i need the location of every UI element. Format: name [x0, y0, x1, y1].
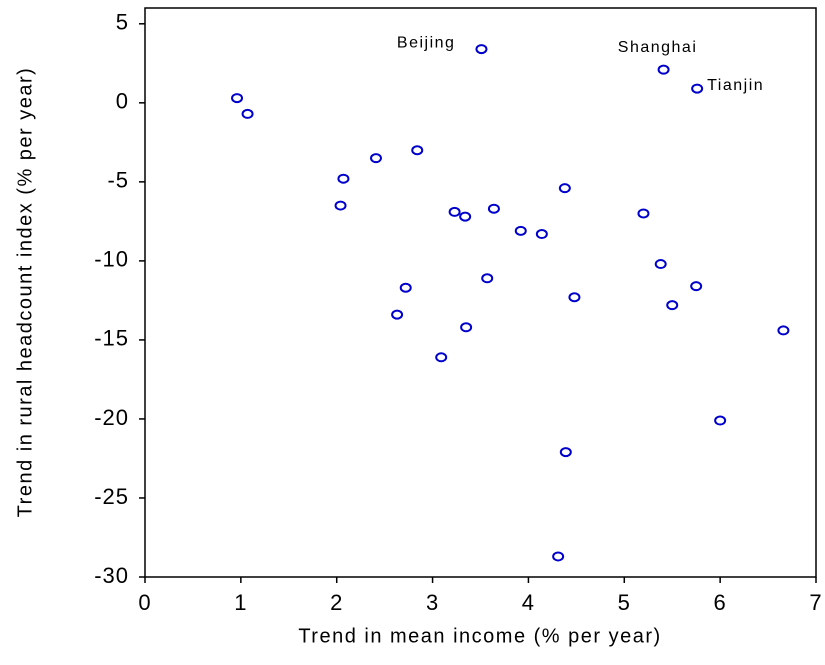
point: [714, 415, 727, 426]
point: [568, 292, 581, 303]
x-tick-label: 4: [522, 590, 535, 615]
point: [241, 108, 254, 119]
point: [391, 309, 404, 320]
point: [459, 211, 472, 222]
point: [411, 145, 424, 156]
x-tick-label: 1: [234, 590, 247, 615]
point: [535, 229, 548, 240]
point: [559, 447, 572, 458]
x-tick-label: 7: [809, 590, 822, 615]
x-axis-title: Trend in mean income (% per year): [298, 625, 661, 647]
point: [690, 281, 703, 292]
point-label: Beijing: [397, 34, 456, 51]
point: [481, 273, 494, 284]
y-tick-label: -15: [94, 326, 129, 351]
x-tick-label: 3: [426, 590, 439, 615]
point: [637, 208, 650, 219]
x-tick-label: 2: [330, 590, 343, 615]
point: [448, 206, 461, 217]
x-tick-label: 6: [714, 590, 727, 615]
point: [337, 173, 350, 184]
point: [657, 64, 670, 75]
y-tick-label: -5: [107, 168, 129, 193]
point-label: Shanghai: [618, 39, 698, 56]
x-tick-label: 5: [618, 590, 631, 615]
point: [399, 282, 412, 293]
point-label: Tianjin: [707, 77, 764, 94]
y-tick-label: -25: [94, 484, 129, 509]
point: [654, 259, 667, 270]
x-tick-label: 0: [138, 590, 151, 615]
y-tick-label: -10: [94, 247, 129, 272]
point: [231, 93, 244, 104]
point: [370, 153, 383, 164]
point: [435, 352, 448, 363]
point: [460, 322, 473, 333]
point: [558, 183, 571, 194]
y-tick-label: 5: [116, 10, 129, 35]
point: [475, 44, 488, 55]
point: [334, 200, 347, 211]
y-tick-label: -30: [94, 563, 129, 588]
point: [777, 325, 790, 336]
point: [487, 203, 500, 214]
point: [514, 225, 527, 236]
point: [552, 551, 565, 562]
y-tick-label: -20: [94, 405, 129, 430]
point: [691, 83, 704, 94]
plot-frame: [144, 7, 817, 578]
y-axis-title: Trend in rural headcount index (% per ye…: [14, 67, 36, 518]
y-tick-label: 0: [116, 89, 129, 114]
point: [666, 300, 679, 311]
